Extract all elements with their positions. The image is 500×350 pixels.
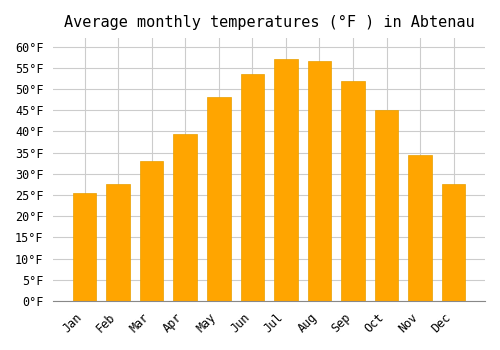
Bar bbox=[140, 161, 164, 301]
Bar bbox=[174, 133, 197, 301]
Bar bbox=[408, 155, 432, 301]
Bar bbox=[442, 184, 466, 301]
Bar bbox=[341, 80, 364, 301]
Bar bbox=[240, 74, 264, 301]
Bar bbox=[207, 98, 231, 301]
Bar bbox=[106, 184, 130, 301]
Title: Average monthly temperatures (°F ) in Abtenau: Average monthly temperatures (°F ) in Ab… bbox=[64, 15, 474, 30]
Bar bbox=[274, 59, 297, 301]
Bar bbox=[308, 62, 331, 301]
Bar bbox=[375, 110, 398, 301]
Bar bbox=[73, 193, 96, 301]
